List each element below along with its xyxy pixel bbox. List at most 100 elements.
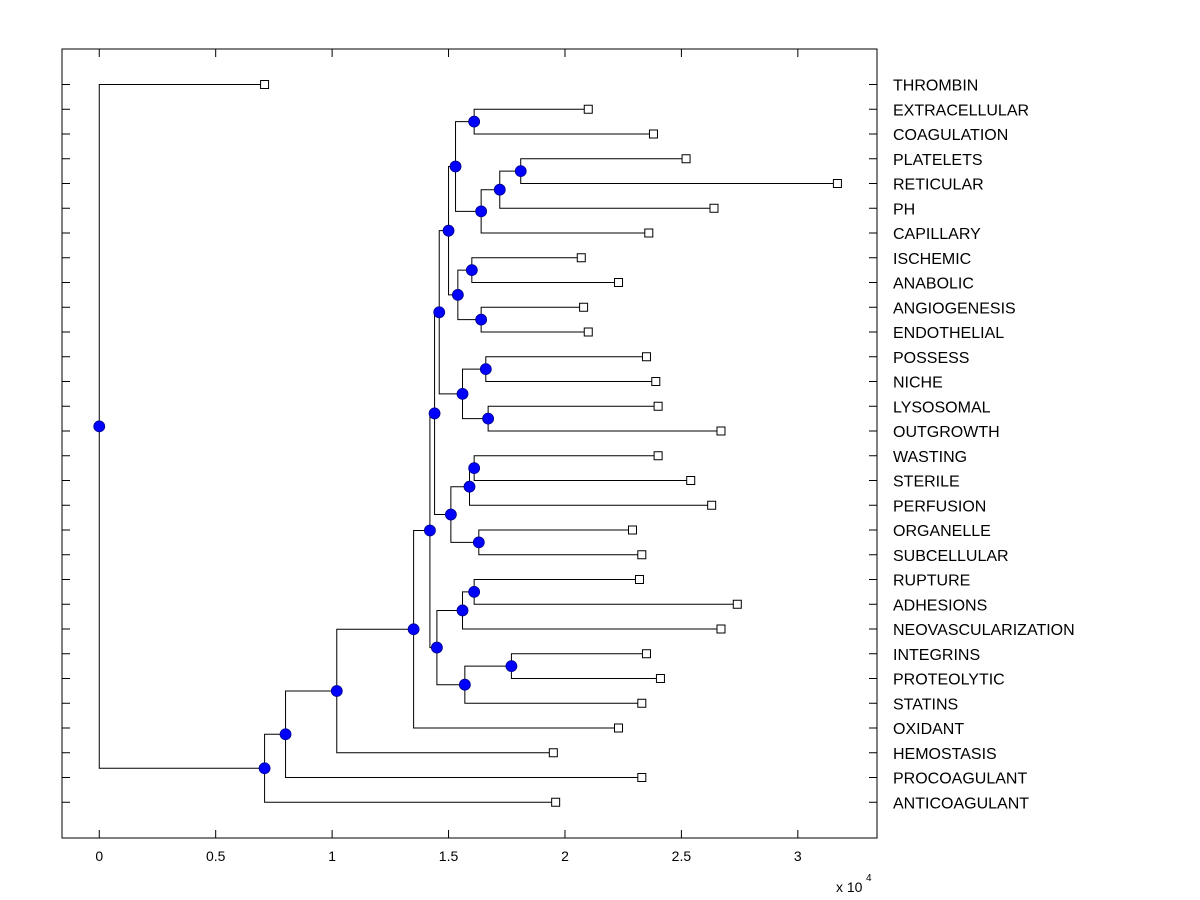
- plot-frame: [61, 48, 878, 839]
- node-marker: [424, 524, 436, 537]
- node-marker: [458, 678, 471, 691]
- branch-link: [336, 628, 414, 691]
- leaf-marker: [641, 649, 651, 659]
- branch-link: [436, 609, 463, 648]
- node-marker: [479, 363, 492, 376]
- branch-link: [336, 690, 554, 754]
- leaf-label: ORGANELLE: [893, 523, 991, 540]
- node-marker: [433, 306, 446, 319]
- branch-link: [478, 529, 633, 543]
- node-marker: [514, 165, 527, 178]
- leaf-marker: [637, 773, 647, 782]
- node-marker: [330, 685, 343, 697]
- branch-link: [434, 311, 440, 414]
- leaf-marker: [628, 525, 637, 535]
- branch-link: [473, 468, 691, 481]
- branch-link: [98, 84, 265, 427]
- x-tick-label: 0.5: [206, 848, 226, 864]
- leaf-label: PH: [893, 201, 915, 218]
- leaf-label: STERILE: [893, 474, 960, 491]
- leaf-label: COAGULATION: [893, 127, 1008, 144]
- leaf-markers: [260, 80, 842, 807]
- x-tick-label: 1: [328, 848, 336, 864]
- branch-link: [485, 356, 647, 370]
- branch-link: [448, 165, 456, 231]
- node-marker: [442, 224, 455, 237]
- node-marker: [482, 412, 495, 425]
- leaf-label: PROCOAGULANT: [893, 771, 1027, 788]
- branch-link: [473, 108, 589, 122]
- node-markers: [93, 115, 527, 775]
- branch-link: [510, 666, 661, 679]
- leaf-marker: [716, 426, 726, 436]
- leaf-label: ANABOLIC: [893, 276, 974, 293]
- leaf-label: WASTING: [893, 449, 967, 466]
- leaf-label: OUTGROWTH: [893, 424, 1000, 441]
- branch-link: [473, 455, 659, 469]
- branch-link: [499, 170, 521, 190]
- leaf-label: ANTICOAGULANT: [893, 795, 1029, 812]
- node-marker: [449, 160, 462, 173]
- leaf-labels: THROMBIN EXTRACELLULAR COAGULATION PLATELET…: [893, 78, 1075, 813]
- leaf-label: RETICULAR: [893, 177, 984, 194]
- leaf-label: EXTRACELLULAR: [893, 102, 1029, 119]
- leaf-label: NICHE: [893, 375, 943, 392]
- branch-link: [480, 319, 589, 333]
- x-tick-label: 2.5: [672, 848, 692, 864]
- leaf-marker: [644, 228, 654, 238]
- leaf-label: POSSESS: [893, 350, 969, 367]
- leaf-label: INTEGRINS: [893, 647, 980, 664]
- leaf-label: PERFUSION: [893, 498, 986, 515]
- leaf-marker: [583, 104, 593, 114]
- leaf-label: PROTEOLYTIC: [893, 672, 1005, 689]
- branch-link: [520, 158, 687, 172]
- node-marker: [451, 288, 464, 301]
- branch-link: [473, 591, 738, 605]
- node-marker: [468, 585, 481, 598]
- branch-link: [455, 166, 482, 212]
- node-marker: [456, 387, 469, 400]
- branch-link: [429, 530, 437, 649]
- branch-link: [462, 610, 721, 630]
- leaf-marker: [548, 748, 558, 758]
- branch-link: [450, 486, 470, 515]
- y-ticks: [62, 84, 877, 803]
- branch-link: [471, 270, 619, 283]
- leaf-marker: [653, 451, 663, 461]
- node-marker: [493, 183, 506, 196]
- leaf-marker: [637, 550, 647, 560]
- node-marker: [279, 728, 292, 741]
- branch-link: [438, 230, 449, 313]
- node-marker: [456, 604, 469, 617]
- branches: [98, 84, 838, 803]
- leaf-marker: [681, 154, 691, 164]
- branch-link: [264, 768, 556, 803]
- leaf-label: RUPTURE: [893, 573, 970, 590]
- leaf-marker: [732, 599, 742, 609]
- leaf-marker: [686, 476, 696, 485]
- branch-link: [485, 369, 656, 382]
- leaf-marker: [655, 674, 665, 683]
- node-marker: [430, 641, 443, 654]
- leaf-marker: [260, 80, 270, 89]
- branch-link: [487, 418, 721, 432]
- leaf-marker: [637, 698, 647, 708]
- branch-link: [455, 121, 475, 167]
- leaf-marker: [579, 302, 589, 312]
- branch-link: [464, 684, 642, 704]
- x-tick-label: 1.5: [439, 848, 459, 864]
- leaf-marker: [651, 377, 661, 386]
- branch-link: [487, 405, 659, 419]
- leaf-marker: [614, 278, 624, 287]
- branch-link: [510, 653, 647, 667]
- node-marker: [472, 536, 485, 549]
- branch-link: [434, 413, 451, 516]
- branch-link: [429, 412, 435, 531]
- node-marker: [258, 762, 271, 775]
- branch-link: [480, 189, 500, 212]
- branch-link: [464, 665, 512, 685]
- branch-link: [462, 393, 489, 420]
- leaf-marker: [583, 327, 593, 337]
- leaf-marker: [641, 352, 651, 362]
